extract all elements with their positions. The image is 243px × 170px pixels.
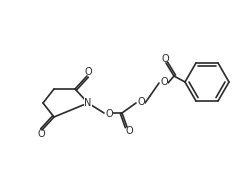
Text: O: O — [137, 97, 145, 107]
Text: O: O — [125, 126, 133, 136]
Text: N: N — [84, 98, 92, 108]
Text: O: O — [161, 54, 169, 64]
Text: O: O — [37, 129, 45, 139]
Text: O: O — [84, 67, 92, 77]
Text: O: O — [160, 77, 168, 87]
Text: O: O — [105, 109, 113, 119]
